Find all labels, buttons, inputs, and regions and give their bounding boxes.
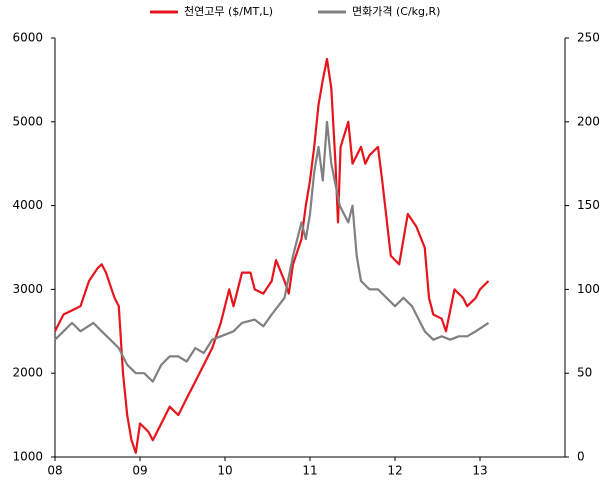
x-tick-label: 13 [472,464,487,478]
x-tick-label: 12 [387,464,402,478]
legend-label: 천연고무 ($/MT,L) [184,4,273,18]
legend-label: 면화가격 (C/kg,R) [352,5,440,18]
y2-tick-label: 150 [577,198,600,212]
x-tick-label: 10 [217,464,232,478]
x-tick-label: 11 [302,464,317,478]
y2-tick-label: 100 [577,282,600,296]
x-tick-label: 08 [47,464,62,478]
line-series [54,57,490,454]
y2-tick-label: 50 [577,366,592,380]
line-series [54,120,490,383]
y2-tick-label: 250 [577,31,600,45]
x-tick-label: 09 [132,464,147,478]
y-tick-label: 5000 [12,114,43,128]
y-tick-label: 2000 [12,366,43,380]
y-tick-label: 1000 [12,450,43,464]
y-tick-label: 6000 [12,31,43,45]
y2-tick-label: 0 [577,450,585,464]
y-tick-label: 3000 [12,282,43,296]
y2-tick-label: 200 [577,114,600,128]
y-tick-label: 4000 [12,198,43,212]
